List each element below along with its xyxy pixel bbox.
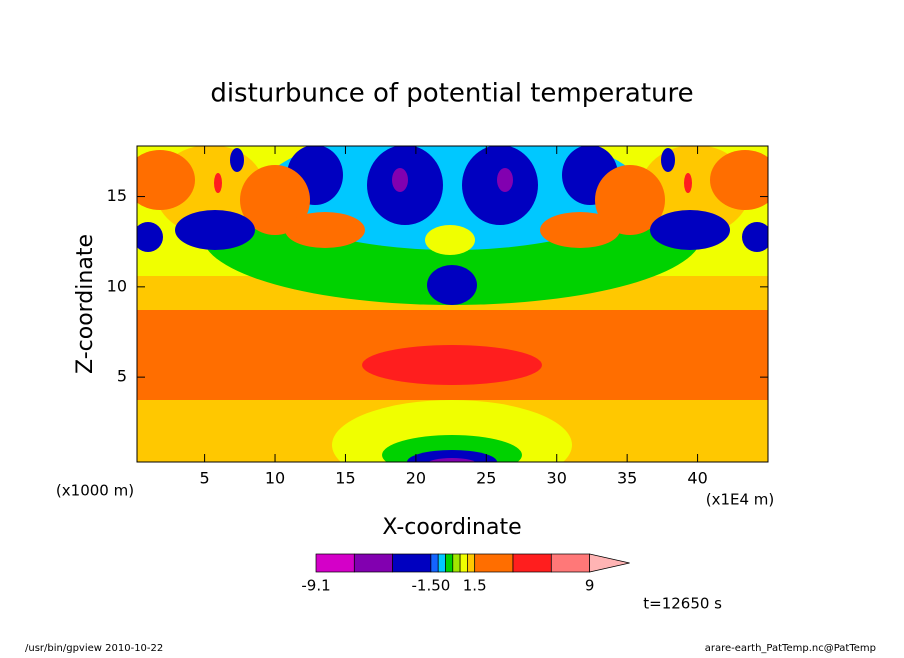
x-tick-label: 10 bbox=[265, 469, 285, 488]
colorbar-segment bbox=[452, 553, 461, 573]
colorbar-tick-label: -9.1 bbox=[301, 577, 330, 595]
x-tick-label: 40 bbox=[687, 469, 707, 488]
colorbar-segment bbox=[474, 553, 514, 573]
y-tick-label: 5 bbox=[117, 367, 127, 386]
colorbar-segment bbox=[459, 553, 468, 573]
x-tick-label: 30 bbox=[547, 469, 567, 488]
x-tick-label: 5 bbox=[200, 469, 210, 488]
colorbar-tick-label: 1.5 bbox=[463, 577, 487, 595]
colorbar-tick-label: 9 bbox=[585, 577, 595, 595]
x-tick-label: 25 bbox=[476, 469, 496, 488]
x-tick-label: 15 bbox=[335, 469, 355, 488]
colorbar-segment bbox=[550, 553, 590, 573]
y-axis-label: Z-coordinate bbox=[73, 234, 98, 374]
colorbar-segment bbox=[467, 553, 476, 573]
x-unit: (x1E4 m) bbox=[706, 491, 775, 509]
contour-field bbox=[137, 146, 768, 462]
y-tick-label: 10 bbox=[107, 276, 127, 295]
chart-title: disturbunce of potential temperature bbox=[210, 79, 693, 109]
x-tick-label: 20 bbox=[406, 469, 426, 488]
colorbar-over bbox=[589, 553, 630, 573]
colorbar-segment bbox=[315, 553, 355, 573]
colorbar-segment bbox=[430, 553, 439, 573]
colorbar-tick-label: -1.50 bbox=[411, 577, 450, 595]
colorbar-segment bbox=[353, 553, 393, 573]
colorbar-segment bbox=[512, 553, 552, 573]
footer-right: arare-earth_PatTemp.nc@PatTemp bbox=[705, 643, 876, 654]
annotation: t=12650 s bbox=[643, 595, 722, 613]
plot-frame bbox=[136, 145, 769, 463]
x-tick-label: 35 bbox=[617, 469, 637, 488]
y-unit: (x1000 m) bbox=[56, 482, 134, 500]
colorbar-segment bbox=[437, 553, 446, 573]
colorbar-segment bbox=[392, 553, 432, 573]
y-tick-label: 15 bbox=[107, 186, 127, 205]
colorbar-segment bbox=[445, 553, 454, 573]
footer-left: /usr/bin/gpview 2010-10-22 bbox=[25, 643, 163, 654]
x-axis-label: X-coordinate bbox=[382, 515, 521, 540]
